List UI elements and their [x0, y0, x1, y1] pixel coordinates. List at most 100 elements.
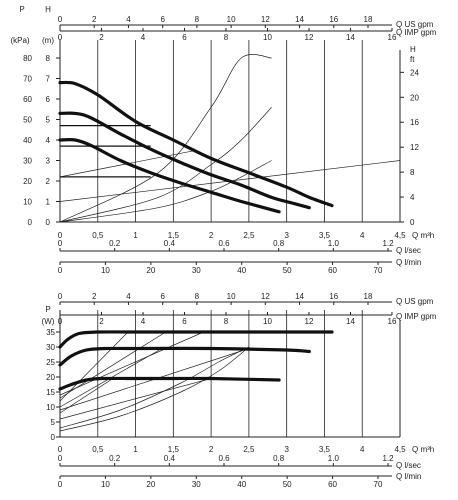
axis-label-m3h: Q m³h	[412, 231, 434, 240]
tick-label-m3h: 1,5	[168, 231, 180, 240]
tick-label-m3h: 3,5	[319, 445, 331, 454]
tick-label-kpa: 70	[23, 75, 32, 84]
chart2-rise-line	[59, 378, 114, 414]
axis-label-us-gpm: Q US gpm	[396, 297, 434, 306]
tick-label-lmin: 30	[192, 480, 201, 489]
tick-label-imp-gpm: 16	[388, 33, 397, 42]
tick-label-us-gpm: 6	[160, 292, 165, 301]
tick-label-kpa: 20	[23, 177, 32, 186]
axis-label-p: P	[19, 5, 24, 14]
tick-label-m: 2	[46, 177, 51, 186]
chart2-system-curve	[59, 346, 250, 429]
tick-label-m3h: 1,5	[168, 445, 180, 454]
tick-label-lsec: 0.6	[218, 454, 230, 463]
chart2-top-axes: 0 2 4 6 8 10 12 14 16 18	[58, 292, 393, 316]
tick-label-m: 4	[46, 136, 51, 145]
tick-label-imp-gpm: 12	[305, 33, 314, 42]
tick-label-lsec: 0.2	[109, 454, 121, 463]
tick-label-m3h: 2	[209, 231, 214, 240]
chart2-power-curve	[58, 346, 311, 367]
tick-label-us-gpm: 10	[227, 15, 236, 24]
tick-label-m3h: 3	[284, 231, 289, 240]
axis-unit-w: (W)	[42, 317, 55, 326]
axis-label-lsec: Q l/sec	[396, 461, 421, 470]
tick-label-m: 7	[46, 75, 51, 84]
tick-label-us-gpm: 18	[364, 15, 373, 24]
tick-label-lsec: 0	[58, 239, 63, 248]
tick-label-us-gpm: 18	[364, 292, 373, 301]
chart1-system-curve	[59, 54, 272, 223]
tick-label-imp-gpm: 10	[263, 317, 272, 326]
axis-label-imp-gpm: Q IMP gpm	[396, 312, 437, 321]
tick-label-us-gpm: 8	[195, 15, 200, 24]
tick-label-lmin: 30	[192, 266, 201, 275]
tick-label-lsec: 0	[58, 454, 63, 463]
tick-label-kpa: 80	[23, 54, 32, 63]
tick-label-lmin: 20	[146, 480, 155, 489]
tick-label-lsec: 0.2	[109, 239, 121, 248]
tick-label-us-gpm: 0	[58, 292, 63, 301]
axis-label-us-gpm: Q US gpm	[396, 20, 434, 29]
tick-label-m: 6	[46, 95, 51, 104]
tick-label-lsec: 0.8	[273, 454, 285, 463]
chart1-pump-curve	[58, 138, 281, 214]
tick-label-m3h: 0	[58, 231, 63, 240]
tick-label-kpa: 30	[23, 157, 32, 166]
tick-label-lmin: 60	[328, 266, 337, 275]
tick-label-ft: 24	[410, 68, 419, 77]
tick-label-lsec: 0.4	[164, 239, 176, 248]
tick-label-imp-gpm: 10	[263, 33, 272, 42]
tick-label-kpa: 0	[28, 218, 33, 227]
tick-label-m3h: 2,5	[243, 231, 255, 240]
tick-label-lmin: 10	[101, 266, 110, 275]
chart2-rise-line	[59, 331, 129, 402]
tick-label-us-gpm: 14	[295, 292, 304, 301]
tick-label-w: 10	[46, 403, 55, 412]
tick-label-kpa: 60	[23, 95, 32, 104]
tick-label-imp-gpm: 4	[141, 317, 146, 326]
tick-label-lmin: 20	[146, 266, 155, 275]
tick-label-lsec: 1.0	[328, 454, 340, 463]
tick-label-imp-gpm: 8	[224, 33, 229, 42]
tick-label-lsec: 0.8	[273, 239, 285, 248]
axis-unit-kpa: (kPa)	[10, 36, 29, 45]
tick-label-w: 20	[46, 373, 55, 382]
tick-label-ft: 12	[410, 143, 419, 152]
tick-label-w: 15	[46, 388, 55, 397]
tick-label-m3h: 0	[58, 445, 63, 454]
tick-label-imp-gpm: 14	[346, 317, 355, 326]
tick-label-m3h: 0,5	[92, 445, 104, 454]
tick-label-imp-gpm: 2	[99, 33, 104, 42]
tick-label-lsec: 0.6	[218, 239, 230, 248]
axis-unit-ft: ft	[410, 55, 415, 64]
axis-label-p2: P	[45, 305, 50, 314]
chart1-system-curve	[59, 106, 272, 223]
tick-label-m: 3	[46, 157, 51, 166]
tick-label-kpa: 50	[23, 116, 32, 125]
tick-label-m3h: 0,5	[92, 231, 104, 240]
chart1-pump-curve	[58, 80, 334, 208]
axis-unit-m: (m)	[42, 36, 54, 45]
tick-label-ft: 16	[410, 118, 419, 127]
tick-label-lmin: 70	[374, 266, 383, 275]
chart1-bottom-axes	[59, 248, 392, 265]
tick-label-w: 5	[51, 418, 56, 427]
tick-label-lmin: 10	[101, 480, 110, 489]
tick-label-us-gpm: 0	[58, 15, 63, 24]
tick-label-kpa: 40	[23, 136, 32, 145]
tick-label-imp-gpm: 4	[141, 33, 146, 42]
tick-label-m3h: 2	[209, 445, 214, 454]
axis-label-h: H	[45, 5, 51, 14]
tick-label-m: 8	[46, 54, 51, 63]
tick-label-w: 25	[46, 358, 55, 367]
chart2-system-curve	[59, 346, 250, 432]
tick-label-m3h: 3	[284, 445, 289, 454]
tick-label-ft: 20	[410, 93, 419, 102]
tick-label-imp-gpm: 6	[182, 33, 187, 42]
tick-label-kpa: 10	[23, 198, 32, 207]
tick-label-us-gpm: 14	[295, 15, 304, 24]
tick-label-lsec: 0.4	[164, 454, 176, 463]
axis-label-imp-gpm: Q IMP gpm	[396, 28, 437, 37]
tick-label-m3h: 4	[360, 445, 365, 454]
